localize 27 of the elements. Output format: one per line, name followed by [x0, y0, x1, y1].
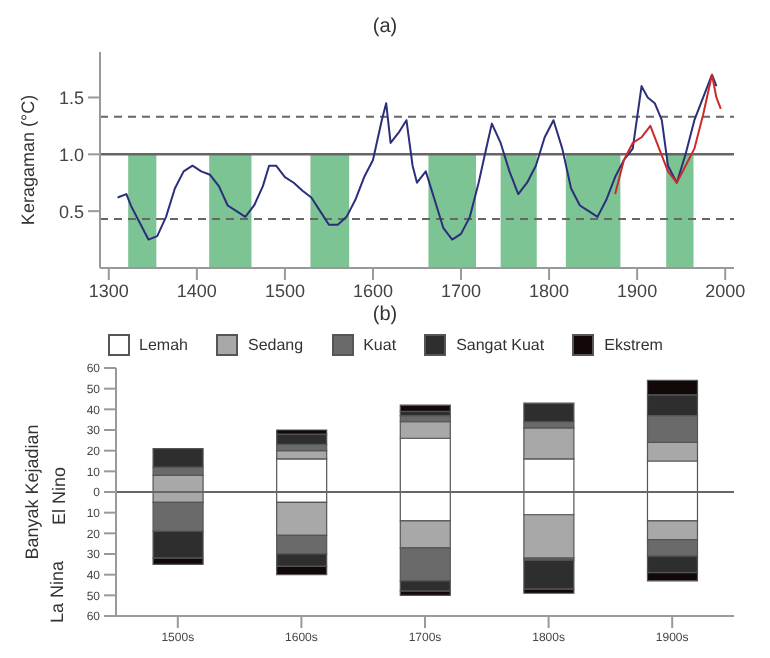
x-tick-label: 1700 [441, 280, 482, 301]
y-tick-label: 0.5 [58, 201, 84, 222]
y-tick-label: 1.5 [58, 87, 84, 108]
bar [523, 402, 575, 423]
chart-title: (b) [370, 304, 400, 330]
y-axis-title: Keragaman (°C) [18, 94, 39, 226]
x-tick-label: 2000 [705, 280, 746, 301]
chart-title: (a) [370, 16, 400, 42]
x-tick-label: 1800 [529, 280, 570, 301]
legend-label: Lemah [139, 335, 188, 353]
x-tick-label: 1500 [264, 280, 305, 301]
line-series [116, 73, 718, 241]
x-tick-label: 1600 [352, 280, 393, 301]
text: La Nina [48, 560, 68, 624]
legend-label: Kuat [363, 335, 397, 353]
x-tick-label: 1400 [176, 280, 217, 301]
legend-label: Ekstrem [604, 335, 663, 353]
text: El Nino [48, 466, 69, 526]
legend-label: Sangat Kuat [456, 335, 545, 353]
y-tick-label: 1.0 [58, 144, 84, 165]
y-axis-title: Banyak Kejadian [22, 424, 43, 560]
bar [152, 448, 204, 468]
legend-label: Sedang [248, 335, 304, 353]
x-tick-label: 1300 [88, 280, 129, 301]
bar [399, 404, 451, 412]
x-tick-label: 1900 [617, 280, 658, 301]
line-series [614, 73, 722, 196]
